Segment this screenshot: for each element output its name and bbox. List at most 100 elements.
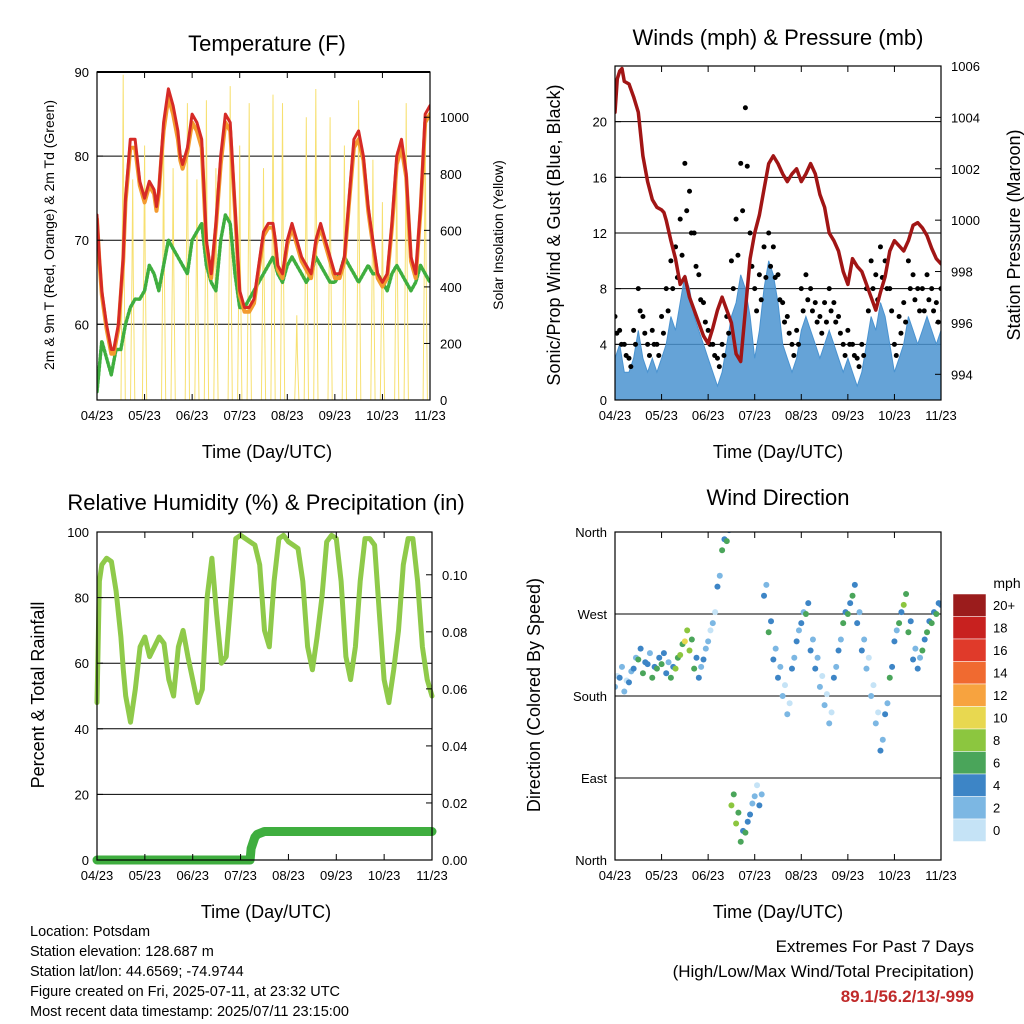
gust-point	[719, 341, 725, 347]
direction-point	[840, 620, 847, 627]
gust-point	[670, 286, 676, 292]
colorbar-label: 8	[993, 733, 1000, 748]
gust-point	[903, 319, 909, 325]
direction-point	[765, 629, 772, 636]
direction-point	[749, 800, 756, 807]
solar-spike	[403, 103, 409, 400]
gust-point	[710, 341, 716, 347]
direction-point	[921, 636, 928, 643]
gust-point	[663, 286, 669, 292]
solar-spike	[379, 202, 386, 400]
direction-point	[672, 665, 679, 672]
gust-point	[691, 230, 697, 236]
gust-point	[912, 297, 918, 303]
direction-point	[798, 620, 805, 627]
temperature-title: Temperature (F)	[188, 31, 346, 56]
direction-point	[714, 583, 721, 590]
solar-spike	[213, 168, 219, 400]
pressure-line	[615, 66, 941, 364]
gust-point	[814, 319, 820, 325]
solar-spike	[194, 179, 200, 400]
direction-point	[618, 663, 625, 670]
gust-point	[738, 160, 744, 166]
colorbar-label: 12	[993, 688, 1007, 703]
colorbar-label: 16	[993, 643, 1007, 658]
humidity-xlabel: Time (Day/UTC)	[201, 902, 331, 922]
x-tick-label: 05/23	[128, 408, 161, 423]
winds_pressure-panel: 04/23 05/23 06/23 07/23 08/23 09/23 10/23 11/23…	[593, 59, 980, 423]
gust-point	[938, 286, 941, 292]
gust-point	[716, 364, 722, 370]
direction-point	[819, 672, 826, 679]
gust-point	[800, 308, 806, 314]
y-tick-label: 60	[75, 317, 89, 332]
y2-tick-label: 998	[951, 265, 973, 280]
gust-point	[917, 308, 923, 314]
direction-point	[660, 650, 667, 657]
humidity-ylabel: Percent & Total Rainfall	[28, 602, 48, 789]
direction-point	[639, 670, 646, 677]
gust-point	[842, 352, 848, 358]
station-info: Location: Potsdam Station elevation: 128…	[30, 922, 349, 1022]
x-tick-label: 10/23	[878, 868, 911, 883]
direction-point	[877, 747, 884, 754]
gust-point	[617, 327, 623, 333]
gust-point	[791, 352, 797, 358]
direction-point	[847, 600, 854, 607]
gust-point	[668, 258, 674, 264]
gust-point	[924, 272, 930, 278]
wind-direction-title: Wind Direction	[706, 485, 849, 510]
solar-spike	[246, 103, 252, 400]
gust-point	[893, 352, 899, 358]
humidity_precip-panel: 04/23 05/23 06/23 07/23 08/23 09/23 10/23 11/23…	[67, 525, 467, 883]
direction-point	[770, 656, 777, 663]
gust-point	[714, 355, 720, 361]
direction-point	[665, 659, 672, 666]
precip-line	[92, 827, 437, 865]
wind-direction-ylabel: Direction (Colored By Speed)	[524, 578, 544, 812]
direction-point	[700, 656, 707, 663]
temperature-y2label: Solar Insolation (Yellow)	[490, 160, 506, 310]
gust-point	[854, 355, 860, 361]
gust-point	[700, 300, 706, 306]
direction-point	[707, 627, 714, 634]
x-tick-label: 05/23	[645, 408, 678, 423]
gust-point	[780, 300, 786, 306]
x-tick-label: 11/23	[416, 868, 448, 883]
direction-point	[905, 629, 912, 636]
colorbar-label: 2	[993, 801, 1000, 816]
gust-point	[646, 352, 652, 358]
x-tick-label: 11/23	[925, 868, 957, 883]
temperature-panel: 04/23 05/23 06/23 07/23 08/23 09/23 10/23 11/23…	[75, 65, 469, 423]
wind-direction-xlabel: Time (Day/UTC)	[713, 902, 843, 922]
colorbar-label: 20+	[993, 598, 1015, 613]
y2-tick-label: 600	[440, 223, 462, 238]
direction-point	[758, 791, 765, 798]
gust-point	[677, 216, 683, 222]
direction-point	[653, 665, 660, 672]
direction-point	[833, 663, 840, 670]
direction-point	[775, 674, 781, 681]
gust-point	[891, 341, 897, 347]
gust-point	[789, 341, 795, 347]
gust-point	[742, 105, 748, 111]
direction-point	[889, 663, 896, 670]
direction-point	[821, 702, 828, 709]
gust-point	[761, 244, 767, 250]
gust-point	[837, 330, 843, 336]
direction-point	[667, 674, 674, 681]
gust-point	[865, 308, 871, 314]
info-location: Location: Potsdam	[30, 924, 151, 940]
direction-point	[635, 656, 642, 663]
direction-point	[849, 592, 856, 599]
colorbar-title: mph	[993, 575, 1020, 591]
direction-point	[621, 688, 628, 695]
y2-tick-label: 0.08	[442, 625, 467, 640]
direction-point	[781, 682, 788, 689]
solar-spike	[170, 168, 176, 400]
direction-point	[924, 629, 931, 636]
y2-tick-label: 0.00	[442, 853, 467, 868]
y2-tick-label: 0.06	[442, 682, 467, 697]
direction-point	[744, 818, 751, 825]
y2-tick-label: 0	[440, 393, 447, 408]
